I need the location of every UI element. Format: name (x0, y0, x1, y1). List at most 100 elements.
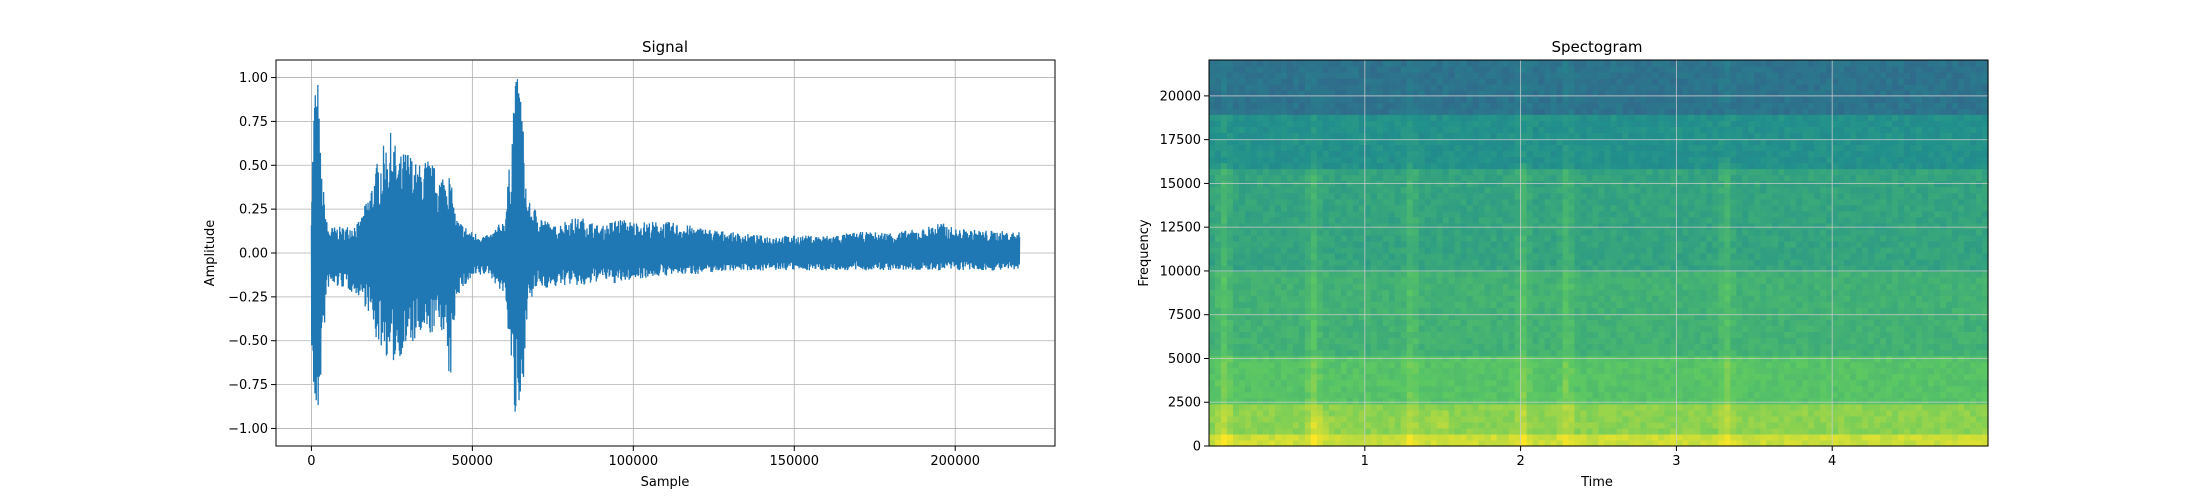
spectrogram-cell (1382, 409, 1390, 417)
spectrogram-cell (1262, 265, 1270, 272)
spectrogram-cell (1418, 114, 1426, 121)
spectrogram-cell (1652, 186, 1660, 194)
spectrogram-cell (1544, 102, 1552, 109)
spectrogram-cell (1376, 162, 1384, 170)
spectrogram-cell (1562, 331, 1570, 339)
spectrogram-cell (1484, 144, 1492, 152)
spectrogram-cell (1430, 204, 1438, 212)
spectrogram-cell (1622, 283, 1630, 290)
spectrogram-cell (1412, 403, 1420, 411)
spectrogram-cell (1502, 331, 1510, 339)
spectrogram-cell (1646, 343, 1654, 351)
spectrogram-cell (1580, 265, 1588, 272)
spectrogram-cell (1394, 186, 1402, 194)
spectrogram-cell (1310, 271, 1318, 278)
spectrogram-cell (1310, 259, 1318, 266)
spectrogram-cell (1352, 313, 1360, 320)
spectrogram-cell (1352, 259, 1360, 266)
spectrogram-cell (1394, 138, 1402, 146)
spectrogram-cell (1532, 144, 1540, 152)
spectrogram-cell (1664, 180, 1672, 188)
spectrogram-cell (1562, 144, 1570, 152)
spectrogram-cell (1568, 253, 1576, 260)
spectrogram-cell (1484, 319, 1492, 326)
spectrogram-cell (1652, 439, 1660, 447)
spectrogram-cell (1466, 415, 1474, 423)
spectrogram-cell (1340, 253, 1348, 260)
spectrogram-cell (1394, 132, 1402, 140)
spectrogram-cell (1346, 415, 1354, 423)
spectrogram-cell (1340, 289, 1348, 296)
spectrogram-cell (1628, 162, 1636, 170)
spectrogram-cell (1394, 66, 1402, 73)
spectrogram-cell (1604, 180, 1612, 188)
spectrogram-cell (1346, 421, 1354, 429)
spectrogram-cell (1532, 126, 1540, 133)
spectrogram-cell (1244, 343, 1252, 351)
spectrogram-cell (1544, 126, 1552, 133)
spectrogram-cell (1460, 210, 1468, 218)
spectrogram-cell (1634, 132, 1642, 140)
spectrogram-cell (1640, 192, 1648, 200)
spectrogram-cell (1388, 72, 1396, 79)
spectrogram-cell (1466, 96, 1474, 103)
spectrogram-cell (1322, 222, 1330, 230)
spectrogram-cell (1598, 403, 1606, 411)
spectrogram-cell (1412, 72, 1420, 79)
spectrogram-cell (1478, 391, 1486, 399)
spectrogram-cell (1658, 108, 1666, 115)
spectrogram-cell (1298, 126, 1306, 133)
spectrogram-cell (1652, 192, 1660, 200)
spectrogram-cell (1256, 210, 1264, 218)
spectrogram-cell (1418, 433, 1426, 441)
spectrogram-cell (1340, 150, 1348, 158)
spectrogram-cell (1568, 126, 1576, 133)
spectrogram-cell (1514, 192, 1522, 200)
spectrogram-cell (1556, 307, 1564, 314)
spectrogram-cell (1406, 427, 1414, 435)
spectrogram-cell (1520, 271, 1528, 278)
spectrogram-cell (1418, 234, 1426, 242)
spectrogram-cell (1352, 331, 1360, 339)
spectrogram-cell (1568, 331, 1576, 339)
spectrogram-cell (1658, 283, 1666, 290)
spectrogram-cell (1232, 108, 1240, 115)
spectrogram-cell (1550, 66, 1558, 73)
spectrogram-cell (1232, 403, 1240, 411)
spectrogram-cell (1304, 391, 1312, 399)
spectrogram-cell (1340, 102, 1348, 109)
spectrogram-cell (1466, 72, 1474, 79)
spectrogram-cell (1268, 337, 1276, 345)
spectrogram-cell (1538, 397, 1546, 405)
spectrogram-cell (1388, 403, 1396, 411)
spectrogram-cell (1490, 367, 1498, 375)
spectrogram-cell (1316, 289, 1324, 296)
spectrogram-cell (1556, 397, 1564, 405)
spectrogram-cell (1370, 289, 1378, 296)
spectrogram-cell (1544, 96, 1552, 103)
spectrogram-cell (1664, 439, 1672, 447)
spectrogram-cell (1304, 433, 1312, 441)
spectrogram-cell (1376, 114, 1384, 121)
spectrogram-cell (1406, 385, 1414, 393)
spectrogram-cell (1358, 246, 1366, 254)
spectrogram-cell (1454, 96, 1462, 103)
spectrogram-cell (1454, 60, 1462, 67)
spectrogram-cell (1238, 162, 1246, 170)
spectrogram-cell (1466, 397, 1474, 405)
spectrogram-cell (1376, 385, 1384, 393)
spectrogram-cell (1598, 210, 1606, 218)
spectrogram-cell (1209, 150, 1216, 158)
spectrogram-cell (1370, 180, 1378, 188)
spectrogram-cell (1646, 409, 1654, 417)
spectrogram-cell (1496, 228, 1504, 236)
spectrogram-cell (1388, 301, 1396, 308)
spectrogram-cell (1580, 150, 1588, 158)
spectrogram-cell (1232, 343, 1240, 351)
spectrogram-cell (1436, 283, 1444, 290)
spectrogram-cell (1598, 138, 1606, 146)
spectrogram-cell (1316, 210, 1324, 218)
spectrogram-cell (1520, 277, 1528, 284)
spectrogram-cell (1346, 108, 1354, 115)
spectrogram-cell (1310, 319, 1318, 326)
